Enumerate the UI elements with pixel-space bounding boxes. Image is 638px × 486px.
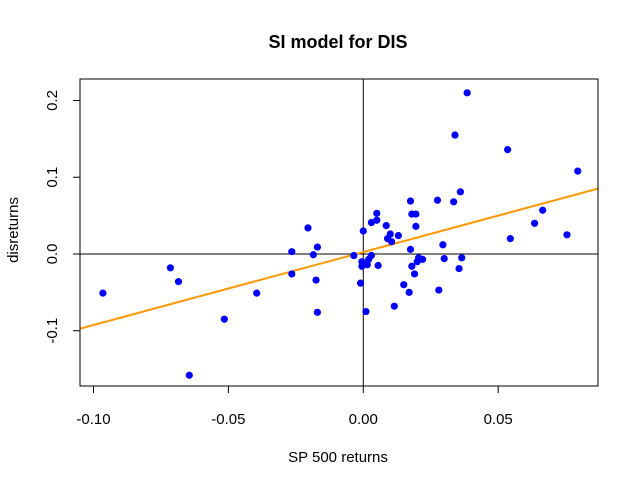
y-tick-label: 0.1 bbox=[44, 167, 61, 188]
data-point-25 bbox=[373, 209, 381, 217]
data-point-8 bbox=[288, 270, 296, 278]
data-point-55 bbox=[504, 146, 512, 154]
data-point-11 bbox=[312, 276, 320, 284]
data-point-4 bbox=[185, 371, 193, 379]
data-point-3 bbox=[174, 278, 183, 286]
y-tick-label: 0.0 bbox=[44, 244, 61, 265]
data-point-2 bbox=[166, 264, 174, 272]
data-point-23 bbox=[367, 218, 375, 227]
data-point-20 bbox=[363, 261, 371, 269]
chart-title: SI model for DIS bbox=[268, 32, 407, 52]
x-tick-label: -0.05 bbox=[211, 411, 245, 428]
data-point-34 bbox=[405, 288, 413, 296]
x-tick-label: 0.05 bbox=[484, 411, 513, 428]
data-point-13 bbox=[313, 308, 322, 316]
data-point-54 bbox=[463, 89, 471, 97]
data-point-46 bbox=[435, 286, 443, 294]
x-tick-label: -0.10 bbox=[76, 411, 110, 428]
y-tick-label: 0.2 bbox=[44, 90, 61, 111]
data-point-12 bbox=[313, 243, 322, 251]
y-tick-label: -0.1 bbox=[44, 318, 61, 344]
data-point-39 bbox=[410, 270, 419, 278]
data-point-47 bbox=[439, 241, 447, 249]
data-point-56 bbox=[506, 235, 514, 243]
data-point-48 bbox=[440, 254, 448, 263]
data-point-1 bbox=[99, 289, 107, 297]
data-point-33 bbox=[400, 281, 408, 289]
x-axis-title: SP 500 returns bbox=[288, 449, 388, 466]
data-point-15 bbox=[356, 279, 365, 287]
data-point-32 bbox=[394, 231, 402, 240]
x-tick-label: 0.00 bbox=[349, 411, 378, 428]
data-point-40 bbox=[412, 210, 420, 218]
data-point-5 bbox=[220, 315, 228, 323]
data-point-51 bbox=[455, 264, 463, 273]
data-point-7 bbox=[288, 248, 296, 256]
data-point-10 bbox=[309, 251, 317, 259]
data-point-19 bbox=[362, 307, 370, 316]
data-point-44 bbox=[419, 255, 427, 263]
data-point-53 bbox=[458, 254, 466, 262]
data-point-6 bbox=[253, 289, 261, 297]
data-point-30 bbox=[388, 238, 396, 246]
data-point-18 bbox=[359, 227, 367, 235]
regression-fit-line bbox=[80, 187, 598, 330]
data-point-17 bbox=[358, 258, 366, 266]
data-point-58 bbox=[539, 206, 547, 214]
data-point-31 bbox=[390, 302, 398, 310]
y-axis-title: disreturns bbox=[5, 197, 22, 263]
data-point-29 bbox=[386, 230, 394, 238]
plot-border bbox=[79, 78, 599, 387]
data-point-22 bbox=[367, 251, 375, 260]
data-point-50 bbox=[451, 131, 459, 139]
data-point-35 bbox=[406, 197, 415, 205]
data-point-14 bbox=[350, 251, 358, 260]
data-point-27 bbox=[382, 221, 390, 230]
data-point-59 bbox=[563, 231, 571, 239]
data-point-45 bbox=[433, 196, 442, 204]
data-point-52 bbox=[456, 188, 465, 196]
data-point-57 bbox=[530, 219, 539, 227]
data-point-36 bbox=[406, 245, 415, 253]
data-point-26 bbox=[374, 261, 382, 270]
plot-region: -0.10 -0.05 0.00 0.05 -0.1 0.0 0.1 0.2 bbox=[44, 78, 599, 428]
data-point-49 bbox=[450, 198, 458, 206]
data-point-60 bbox=[574, 167, 582, 175]
data-point-41 bbox=[412, 222, 420, 230]
data-point-24 bbox=[373, 216, 381, 224]
data-point-38 bbox=[408, 262, 416, 270]
data-point-9 bbox=[304, 224, 312, 232]
